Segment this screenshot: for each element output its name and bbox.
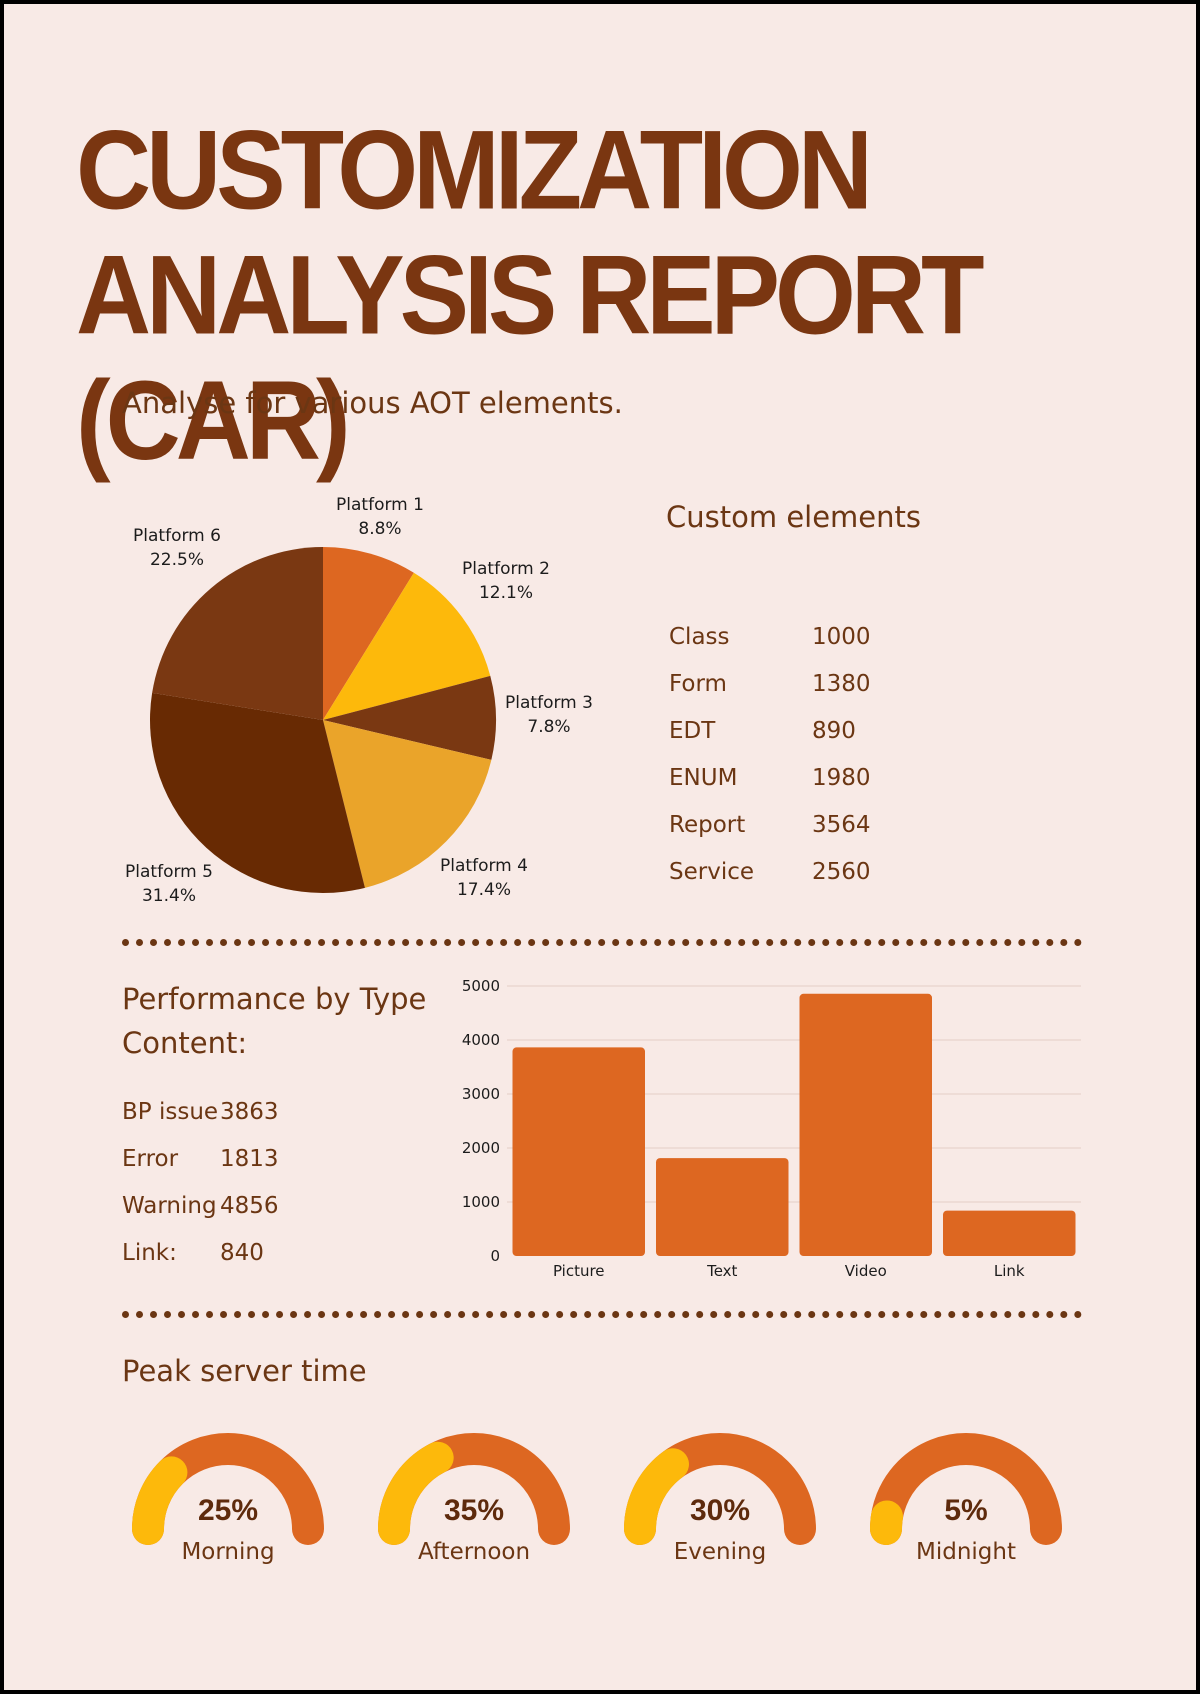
custom-element-name: Form <box>669 671 727 697</box>
pie-slice-label: Platform 1 <box>336 495 424 515</box>
gauge-percent: 35% <box>443 1494 505 1527</box>
pie-slice <box>149 692 365 893</box>
x-tick-label: Picture <box>553 1262 605 1280</box>
performance-value: 840 <box>220 1240 264 1266</box>
performance-name: BP issue <box>122 1099 219 1125</box>
custom-element-value: 1380 <box>812 671 871 697</box>
gauge-evening: 30% Evening <box>615 1429 825 1579</box>
y-tick-label: 4000 <box>462 1031 500 1049</box>
performance-name: Link: <box>122 1240 177 1266</box>
custom-element-value: 1000 <box>812 624 871 650</box>
gauge-fill <box>870 1500 903 1545</box>
gauge-label: Midnight <box>916 1539 1016 1565</box>
pie-slice-value-label: 31.4% <box>142 886 196 906</box>
gauge-percent: 30% <box>689 1494 751 1527</box>
dotted-divider <box>122 939 1082 946</box>
pie-slice-value-label: 7.8% <box>527 717 570 737</box>
peak-heading: Peak server time <box>122 1354 367 1388</box>
y-tick-label: 5000 <box>462 977 500 995</box>
pie-slice-value-label: 22.5% <box>150 550 204 570</box>
custom-element-value: 2560 <box>812 859 871 885</box>
pie-slice-label: Platform 5 <box>125 862 213 882</box>
custom-element-name: Service <box>669 859 755 885</box>
gauge-arc <box>132 1433 324 1545</box>
custom-element-name: Report <box>669 812 746 838</box>
x-tick-label: Link <box>994 1262 1025 1280</box>
custom-elements-heading: Custom elements <box>666 500 922 534</box>
pie-slice-value-label: 12.1% <box>479 583 533 603</box>
performance-bar-chart: 0 1000 2000 3000 4000 5000 Picture Text Video Lin… <box>462 977 1081 1280</box>
gauge-fill <box>378 1441 454 1545</box>
pie-slice-label: Platform 2 <box>462 559 550 579</box>
gauge-label: Morning <box>181 1539 275 1565</box>
pie-slice <box>323 572 491 720</box>
custom-element-name: EDT <box>669 718 716 744</box>
dotted-divider <box>122 1311 1082 1318</box>
pie-slice-label: Platform 3 <box>505 693 593 713</box>
pie-slice <box>323 547 414 720</box>
custom-element-value: 1980 <box>812 765 871 791</box>
report-title: CUSTOMIZATION ANALYSIS REPORT (CAR) <box>76 108 985 484</box>
gauge-percent: 25% <box>197 1494 259 1527</box>
bar <box>512 1047 645 1256</box>
gauge-afternoon: 35% Afternoon <box>369 1429 579 1579</box>
gauge-percent: 5% <box>944 1494 988 1527</box>
gauge-arc <box>378 1433 570 1545</box>
y-tick-label: 0 <box>490 1247 500 1265</box>
bar <box>943 1210 1076 1256</box>
x-tick-label: Video <box>845 1262 887 1280</box>
custom-element-name: Class <box>669 624 730 650</box>
gauge-arc <box>870 1433 1062 1545</box>
platform-pie-chart: Platform 1 8.8% Platform 2 12.1% Platform 3 7… <box>125 495 593 906</box>
y-tick-label: 3000 <box>462 1085 500 1103</box>
report-page: CUSTOMIZATION ANALYSIS REPORT (CAR) Anal… <box>4 4 1196 1690</box>
pie-slice-value-label: 17.4% <box>457 880 511 900</box>
performance-value: 4856 <box>220 1193 279 1219</box>
y-tick-label: 1000 <box>462 1193 500 1211</box>
performance-name: Error <box>122 1146 179 1172</box>
performance-value: 3863 <box>220 1099 279 1125</box>
gauge-label: Evening <box>673 1539 767 1565</box>
performance-name: Warning <box>122 1193 217 1219</box>
pie-slice-label: Platform 6 <box>133 526 221 546</box>
gauge-fill <box>624 1448 689 1545</box>
bar <box>656 1158 789 1256</box>
x-tick-label: Text <box>706 1262 737 1280</box>
bar <box>799 993 932 1256</box>
pie-slice-value-label: 8.8% <box>358 519 401 539</box>
performance-heading: Performance by Type Content: <box>122 982 427 1060</box>
pie-slice <box>152 547 323 720</box>
custom-element-name: ENUM <box>669 765 738 791</box>
pie-slice-label: Platform 4 <box>440 856 528 876</box>
pie-slice <box>323 720 492 888</box>
y-tick-label: 2000 <box>462 1139 500 1157</box>
gauge-fill <box>132 1456 188 1545</box>
custom-element-value: 890 <box>812 718 856 744</box>
pie-slice <box>323 675 497 760</box>
gauge-label: Afternoon <box>417 1539 531 1565</box>
gauge-track <box>870 1433 1062 1545</box>
gauge-arc <box>624 1433 816 1545</box>
report-subtitle: Analyse for various AOT elements. <box>122 386 623 420</box>
gauge-morning: 25% Morning <box>123 1429 333 1579</box>
performance-value: 1813 <box>220 1146 279 1172</box>
custom-element-value: 3564 <box>812 812 871 838</box>
gauge-midnight: 5% Midnight <box>861 1429 1071 1579</box>
